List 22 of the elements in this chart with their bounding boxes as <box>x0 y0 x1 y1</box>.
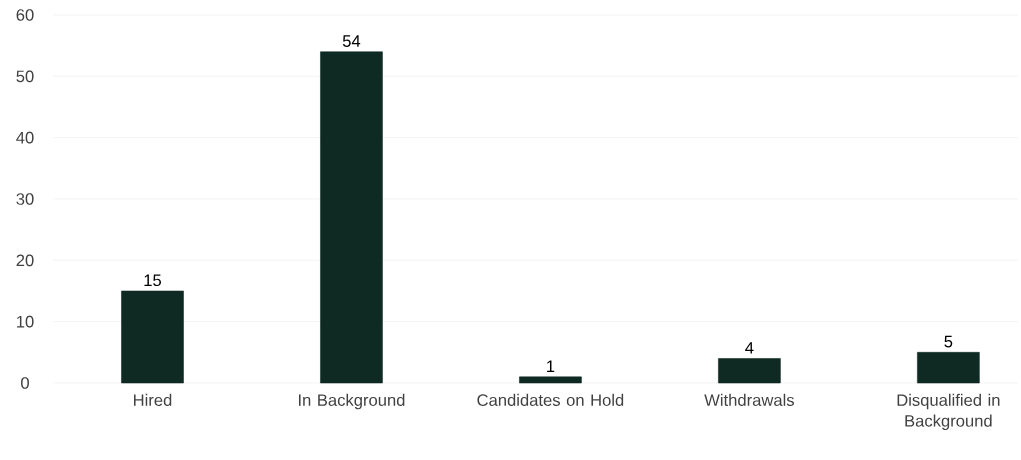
y-tick-label: 0 <box>21 377 29 389</box>
x-tick-label: Candidates on Hold <box>477 393 624 406</box>
x-tick-label: In Background <box>299 393 405 410</box>
y-tick-label: 60 <box>16 9 34 21</box>
bar <box>519 376 582 384</box>
bar <box>718 358 781 384</box>
bar <box>917 352 980 384</box>
x-tick-label: Withdrawals <box>704 393 794 406</box>
bar <box>121 290 184 384</box>
data-label: 1 <box>547 360 555 372</box>
bar <box>320 51 383 384</box>
y-tick-label: 30 <box>16 193 34 205</box>
data-label: 54 <box>342 35 361 47</box>
y-tick-label: 20 <box>16 254 34 267</box>
y-tick-label: 10 <box>17 315 34 328</box>
x-tick-label: Hired <box>134 393 172 406</box>
y-tick-label: 40 <box>16 131 34 144</box>
data-label: 15 <box>144 274 162 287</box>
data-label: 4 <box>745 342 754 354</box>
y-tick-label: 50 <box>16 70 34 83</box>
x-tick-label: Disqualified in Background <box>897 393 1000 431</box>
data-label: 5 <box>944 335 953 348</box>
